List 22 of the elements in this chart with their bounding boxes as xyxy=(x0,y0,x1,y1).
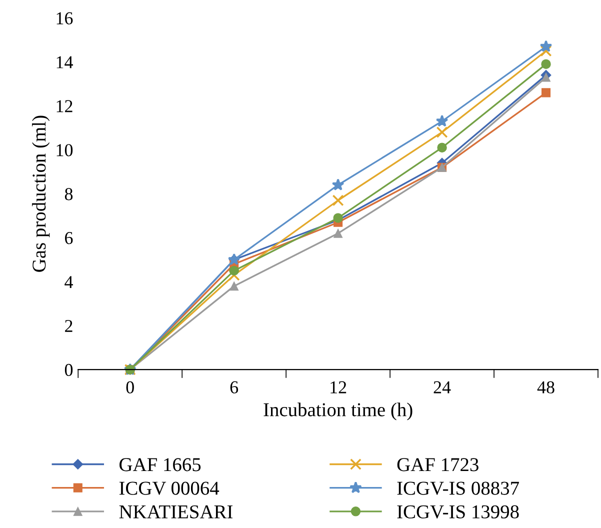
legend-label: ICGV-IS 13998 xyxy=(397,505,519,519)
y-tick-label: 4 xyxy=(64,276,73,288)
y-tick-label: 10 xyxy=(56,144,73,156)
x-tick-label: 0 xyxy=(126,381,134,394)
legend-label: NKATIESARI xyxy=(119,505,233,518)
y-tick-label: 8 xyxy=(64,188,73,200)
legend-label: GAF 1723 xyxy=(397,458,478,472)
y-tick-label: 2 xyxy=(65,320,72,332)
legend-label: ICGV 00064 xyxy=(119,482,220,495)
legend-label: ICGV-IS 08837 xyxy=(397,482,519,495)
y-tick-label: 0 xyxy=(64,364,73,376)
x-tick-label: 24 xyxy=(434,381,451,394)
x-axis-title: Incubation time (h) xyxy=(264,402,412,420)
y-tick-label: 14 xyxy=(56,56,73,68)
y-tick-label: 12 xyxy=(56,100,72,112)
x-tick-label: 48 xyxy=(537,381,554,394)
y-axis-title: Gas production (ml) xyxy=(32,116,50,272)
y-tick-label: 6 xyxy=(65,232,73,244)
x-tick-label: 12 xyxy=(330,381,346,394)
legend-label: GAF 1665 xyxy=(120,458,201,472)
x-tick-label: 6 xyxy=(230,381,238,394)
y-tick-label: 16 xyxy=(56,12,73,24)
